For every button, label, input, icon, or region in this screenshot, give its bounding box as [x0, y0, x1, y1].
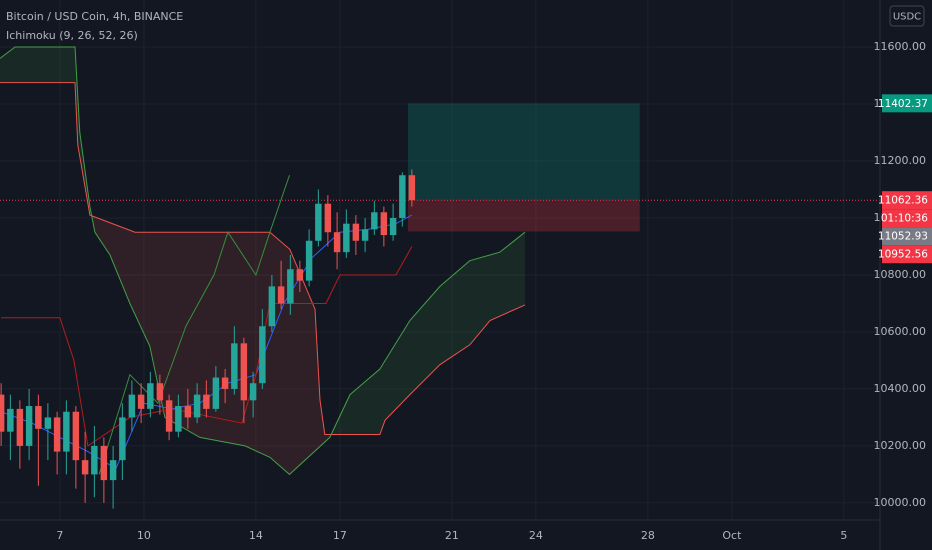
candle-body	[333, 232, 341, 253]
candle-body	[63, 411, 70, 452]
candle-body	[324, 203, 332, 233]
candle-body	[81, 460, 89, 475]
indicator-line	[0, 46, 526, 476]
grid	[0, 0, 880, 520]
x-tick-label: 24	[529, 529, 543, 542]
candle-body	[147, 383, 154, 409]
position-boxes	[0, 103, 880, 232]
price-badge	[882, 191, 932, 210]
price-badge	[882, 227, 932, 246]
candle-body	[249, 383, 257, 401]
candle-body	[137, 394, 145, 409]
currency-box	[889, 5, 925, 27]
candles	[0, 169, 416, 509]
candle-body	[53, 417, 61, 452]
candle-body	[44, 417, 52, 429]
candle-body	[203, 394, 210, 409]
candle-body	[175, 406, 182, 432]
candle-body	[193, 394, 201, 418]
axes: 10000.00 10200.00 10400.00 10600.00 10800.00…	[56, 40, 932, 542]
candle-body	[221, 377, 229, 389]
candle-body	[259, 326, 266, 384]
candle-body	[128, 394, 136, 418]
price-badge	[882, 94, 932, 113]
price-badge	[882, 209, 932, 228]
candle-body	[165, 400, 173, 432]
x-tick-label: 7	[56, 529, 63, 542]
y-tick-label: 11600.00	[874, 40, 927, 53]
price-badge	[882, 245, 932, 264]
candle-body	[184, 406, 192, 418]
x-tick-label: 17	[333, 529, 347, 542]
candle-body	[156, 383, 164, 401]
candle-body	[305, 240, 313, 281]
candle-body	[240, 343, 248, 401]
candle-body	[268, 286, 276, 327]
indicator-line	[98, 175, 290, 475]
y-tick-label: 11200.00	[874, 154, 927, 167]
indicator-line	[1, 246, 413, 447]
candle-body	[100, 445, 108, 481]
candle-body	[277, 286, 285, 304]
candle-body	[380, 212, 388, 236]
y-tick-label: 10600.00	[874, 325, 927, 338]
x-tick-label: Oct	[722, 529, 742, 542]
x-tick-label: 21	[445, 529, 459, 542]
x-tick-label: 14	[249, 529, 263, 542]
price-badge-label: 01:10:36	[881, 213, 928, 225]
target-zone	[407, 103, 640, 201]
stop-zone	[407, 200, 640, 232]
price-badge-label: 11402.37	[878, 98, 928, 110]
indicator-line	[0, 82, 526, 435]
price-badge-label: 11052.93	[878, 231, 928, 243]
candle-body	[389, 217, 397, 236]
y-tick-label: 10400.00	[874, 382, 927, 395]
candle-body	[343, 223, 350, 253]
candle-body	[361, 229, 369, 241]
candle-body	[72, 411, 80, 461]
candle-body	[25, 406, 33, 446]
candle-body	[371, 212, 378, 230]
candle-body	[35, 406, 42, 429]
candle-body	[352, 223, 360, 241]
candle-body	[408, 175, 416, 201]
candle-body	[296, 269, 304, 281]
y-tick-label: 10200.00	[874, 439, 927, 452]
y-tick-label: 10000.00	[874, 496, 927, 509]
indicator-legend: Ichimoku (9, 26, 52, 26)	[6, 29, 138, 42]
x-tick-label: 5	[840, 529, 847, 542]
candle-body	[119, 417, 126, 461]
cloud	[0, 47, 525, 475]
price-badge-label: 10952.56	[878, 249, 928, 261]
candle-body	[287, 269, 294, 304]
candle-body	[0, 394, 5, 432]
currency: USDC	[893, 12, 921, 23]
candle-body	[315, 203, 322, 241]
candle-body	[231, 343, 238, 389]
x-tick-label: 28	[641, 529, 655, 542]
candle-body	[91, 445, 98, 475]
candle-body	[109, 460, 117, 481]
candle-body	[16, 408, 24, 446]
candle-body	[399, 175, 406, 218]
candle-body	[7, 408, 14, 432]
chart-title: Bitcoin / USD Coin, 4h, BINANCE	[6, 10, 183, 23]
y-tick-label: 10800.00	[874, 268, 927, 281]
x-tick-label: 10	[137, 529, 151, 542]
candle-body	[212, 377, 220, 409]
price-badge-label: 11062.36	[878, 195, 928, 207]
